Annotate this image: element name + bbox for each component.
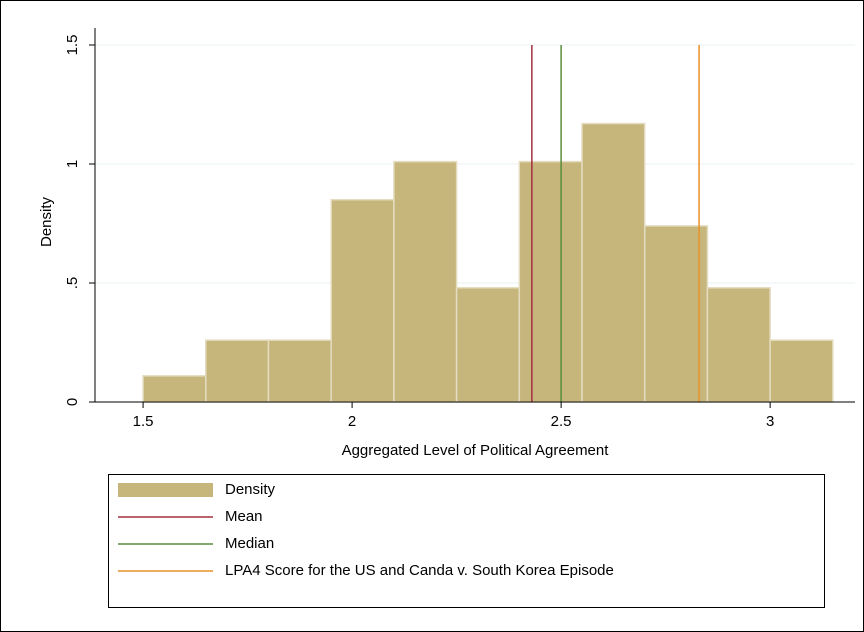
bar <box>455 287 521 403</box>
bar <box>518 160 583 403</box>
y-tick-label: 1 <box>64 160 81 168</box>
y-tick-label: .5 <box>64 277 81 290</box>
legend-label: Density <box>225 481 276 498</box>
y-axis-label: Density <box>38 196 55 247</box>
bar <box>769 339 834 403</box>
bar <box>142 375 207 403</box>
x-tick-label: 2.5 <box>551 413 572 430</box>
bar <box>581 122 646 403</box>
bar <box>393 160 458 403</box>
legend-label: LPA4 Score for the US and Canda v. South… <box>225 562 614 579</box>
bar <box>205 339 270 403</box>
legend-label: Mean <box>225 508 263 525</box>
legend <box>108 474 825 608</box>
bar <box>706 287 771 403</box>
legend-swatch <box>118 483 213 497</box>
bar <box>267 339 332 403</box>
bar <box>330 198 395 403</box>
x-axis-label: Aggregated Level of Political Agreement <box>342 442 610 459</box>
x-tick-label: 1.5 <box>133 413 154 430</box>
legend-label: Median <box>225 535 274 552</box>
bar <box>643 225 709 403</box>
x-tick-label: 2 <box>348 413 356 430</box>
y-tick-label: 0 <box>64 398 81 406</box>
x-tick-label: 3 <box>766 413 774 430</box>
y-tick-label: 1.5 <box>64 35 81 56</box>
